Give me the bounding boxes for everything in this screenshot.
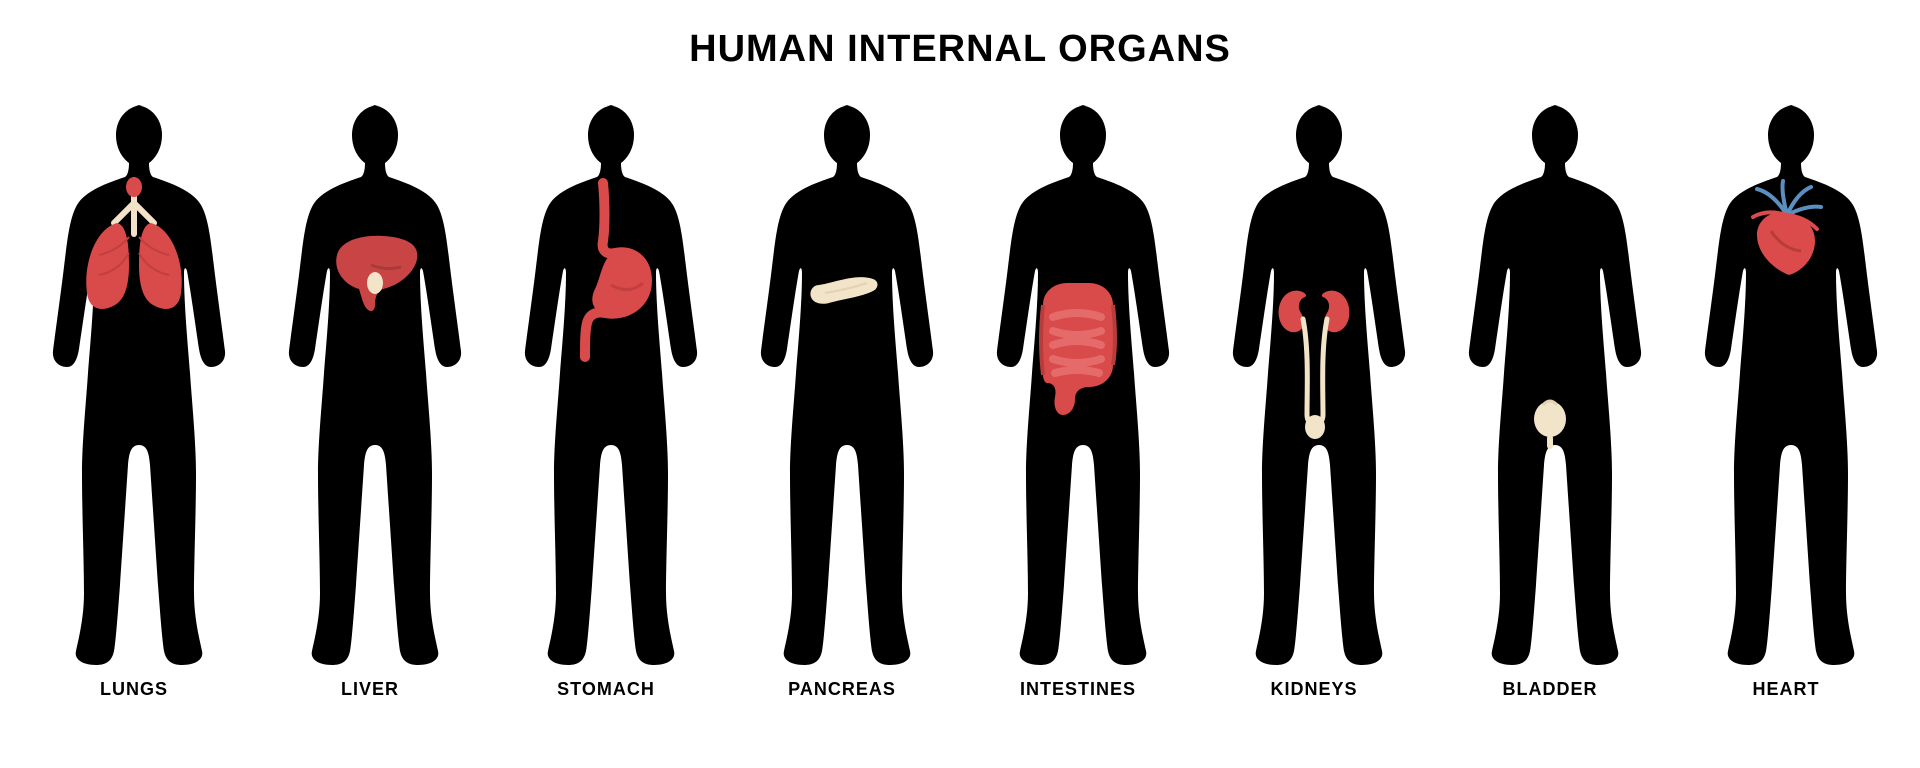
organ-label-pancreas: PANCREAS xyxy=(788,679,896,700)
organ-cell-bladder: BLADDER xyxy=(1455,105,1645,700)
organ-cell-heart: HEART xyxy=(1691,105,1881,700)
organ-cell-stomach: STOMACH xyxy=(511,105,701,700)
silhouette-stomach xyxy=(511,105,701,665)
silhouette-heart xyxy=(1691,105,1881,665)
organ-label-intestines: INTESTINES xyxy=(1020,679,1136,700)
silhouette-liver xyxy=(275,105,465,665)
organ-label-bladder: BLADDER xyxy=(1503,679,1598,700)
organ-cell-kidneys: KIDNEYS xyxy=(1219,105,1409,700)
organ-cell-liver: LIVER xyxy=(275,105,465,700)
silhouette-pancreas xyxy=(747,105,937,665)
page-title: HUMAN INTERNAL ORGANS xyxy=(689,28,1231,71)
silhouette-bladder xyxy=(1455,105,1645,665)
silhouette-lungs xyxy=(39,105,229,665)
organ-cell-pancreas: PANCREAS xyxy=(747,105,937,700)
organ-cell-lungs: LUNGS xyxy=(39,105,229,700)
silhouette-intestines xyxy=(983,105,1173,665)
silhouette-kidneys xyxy=(1219,105,1409,665)
infographic-root: HUMAN INTERNAL ORGANS LUNGS xyxy=(0,0,1920,768)
organ-cell-intestines: INTESTINES xyxy=(983,105,1173,700)
organ-row: LUNGS LIVER STOMACH xyxy=(39,105,1881,700)
organ-label-kidneys: KIDNEYS xyxy=(1270,679,1357,700)
organ-label-liver: LIVER xyxy=(341,679,399,700)
organ-label-heart: HEART xyxy=(1753,679,1820,700)
organ-label-stomach: STOMACH xyxy=(557,679,655,700)
organ-label-lungs: LUNGS xyxy=(100,679,168,700)
